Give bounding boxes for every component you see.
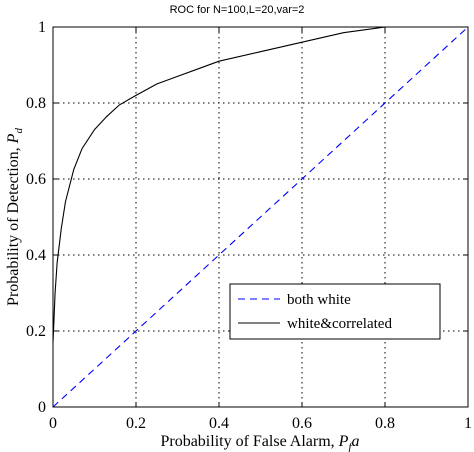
x-axis-label-tail: a: [352, 433, 360, 450]
x-axis-label-text: Probability of False Alarm,: [160, 433, 338, 450]
y-axis-label-math: P: [5, 133, 22, 144]
legend-box: [229, 283, 441, 340]
series-line-white-correlated: [52, 26, 386, 343]
legend-label-white-correlated: white&correlated: [287, 316, 392, 332]
series-line-both-white: [52, 26, 469, 408]
y-tick-label: 1: [38, 19, 46, 36]
y-tick-label: 0.8: [26, 95, 46, 112]
x-axis-label: Probability of False Alarm, Pfa: [160, 433, 359, 452]
legend-label-both-white: both white: [287, 292, 351, 308]
x-tick-label: 1: [464, 415, 472, 432]
x-axis-label-sub: f: [348, 441, 353, 452]
x-tick-label: 0.6: [292, 415, 312, 432]
x-tick-labels: 0 0.2 0.4 0.6 0.8 1: [49, 415, 472, 432]
y-tick-label: 0.4: [26, 247, 46, 264]
y-tick-label: 0.2: [26, 323, 46, 340]
x-tick-label: 0.8: [375, 415, 395, 432]
y-axis-label: Probability of Detection, Pd: [5, 128, 25, 306]
plot-frame: [52, 26, 469, 408]
x-tick-label: 0.4: [209, 415, 229, 432]
y-tick-label: 0: [38, 399, 46, 416]
chart-title: ROC for N=100,L=20,var=2: [170, 4, 305, 16]
y-axis-label-sub: d: [13, 128, 25, 134]
x-tick-label: 0.2: [126, 415, 146, 432]
x-tick-label: 0: [49, 415, 57, 432]
legend: both white white&correlated: [229, 283, 441, 340]
y-axis-label-text: Probability of Detection,: [5, 143, 22, 306]
x-axis-label-math: P: [338, 433, 349, 450]
y-tick-labels: 0 0.2 0.4 0.6 0.8 1: [26, 19, 46, 416]
series-layer: [52, 26, 469, 408]
y-tick-label: 0.6: [26, 171, 46, 188]
